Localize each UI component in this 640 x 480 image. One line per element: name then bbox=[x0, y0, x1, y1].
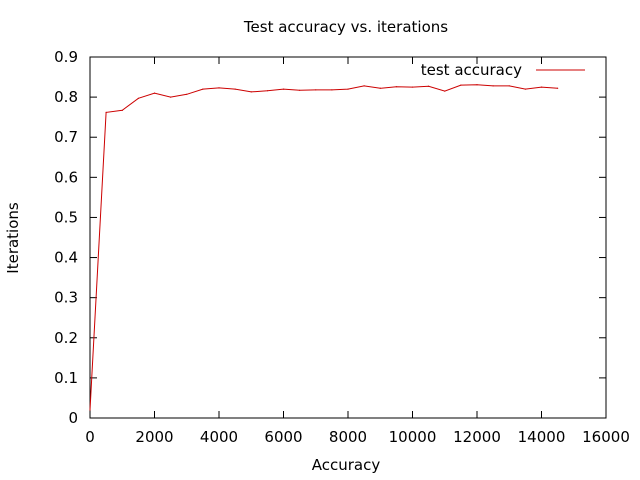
y-tick-label: 0.1 bbox=[54, 369, 78, 387]
data-point bbox=[428, 85, 430, 87]
data-point bbox=[444, 90, 446, 92]
y-tick-label: 0.4 bbox=[54, 249, 78, 267]
data-point bbox=[218, 87, 220, 89]
data-point bbox=[363, 85, 365, 87]
data-point bbox=[557, 87, 559, 89]
y-tick-label: 0.3 bbox=[54, 289, 78, 307]
x-tick-label: 0 bbox=[85, 428, 95, 446]
data-point bbox=[524, 88, 526, 90]
y-axis-label: Iterations bbox=[4, 202, 22, 274]
y-axis: 0 0.1 0.2 0.3 0.4 0.5 0.6 0.7 0.8 0.9 bbox=[54, 48, 606, 427]
y-tick-label: 0.5 bbox=[54, 208, 78, 226]
y-tick-label: 0.7 bbox=[54, 128, 78, 146]
data-point bbox=[299, 89, 301, 91]
data-point bbox=[411, 86, 414, 88]
data-point bbox=[153, 92, 156, 94]
x-tick-label: 4000 bbox=[200, 428, 238, 446]
data-point bbox=[202, 88, 204, 90]
data-point bbox=[395, 86, 397, 88]
x-tick-label: 2000 bbox=[135, 428, 173, 446]
data-point bbox=[282, 88, 285, 90]
legend: test accuracy bbox=[421, 61, 585, 79]
data-point bbox=[234, 88, 236, 90]
series-layer bbox=[89, 84, 559, 411]
data-point bbox=[540, 86, 543, 88]
y-tick-label: 0.2 bbox=[54, 329, 78, 347]
data-point bbox=[137, 97, 139, 99]
data-point bbox=[379, 87, 381, 89]
x-tick-label: 6000 bbox=[264, 428, 302, 446]
x-tick-label: 10000 bbox=[389, 428, 437, 446]
data-point bbox=[460, 84, 462, 86]
data-point bbox=[105, 111, 107, 113]
series-line bbox=[89, 84, 558, 411]
data-point bbox=[89, 409, 91, 411]
data-point bbox=[250, 91, 252, 93]
data-point bbox=[508, 85, 510, 87]
data-point bbox=[492, 85, 494, 87]
x-tick-label: 14000 bbox=[518, 428, 566, 446]
y-tick-label: 0.8 bbox=[54, 88, 78, 106]
data-point bbox=[170, 96, 172, 98]
data-point bbox=[331, 89, 333, 91]
y-tick-label: 0.9 bbox=[54, 48, 78, 66]
data-point bbox=[476, 84, 478, 86]
data-point bbox=[121, 109, 123, 111]
data-point bbox=[315, 89, 317, 91]
y-tick-label: 0.6 bbox=[54, 168, 78, 186]
x-axis: 0 2000 4000 6000 8000 10000 12000 14000 16000 bbox=[85, 57, 630, 446]
x-tick-label: 16000 bbox=[582, 428, 630, 446]
data-point bbox=[186, 93, 188, 95]
legend-label: test accuracy bbox=[421, 61, 522, 79]
y-tick-label: 0 bbox=[68, 409, 78, 427]
chart-title: Test accuracy vs. iterations bbox=[243, 18, 448, 36]
plot-frame bbox=[89, 56, 607, 419]
x-tick-label: 8000 bbox=[329, 428, 367, 446]
x-axis-label: Accuracy bbox=[312, 456, 381, 474]
data-point bbox=[347, 88, 349, 90]
x-tick-label: 12000 bbox=[453, 428, 501, 446]
data-point bbox=[266, 90, 268, 92]
